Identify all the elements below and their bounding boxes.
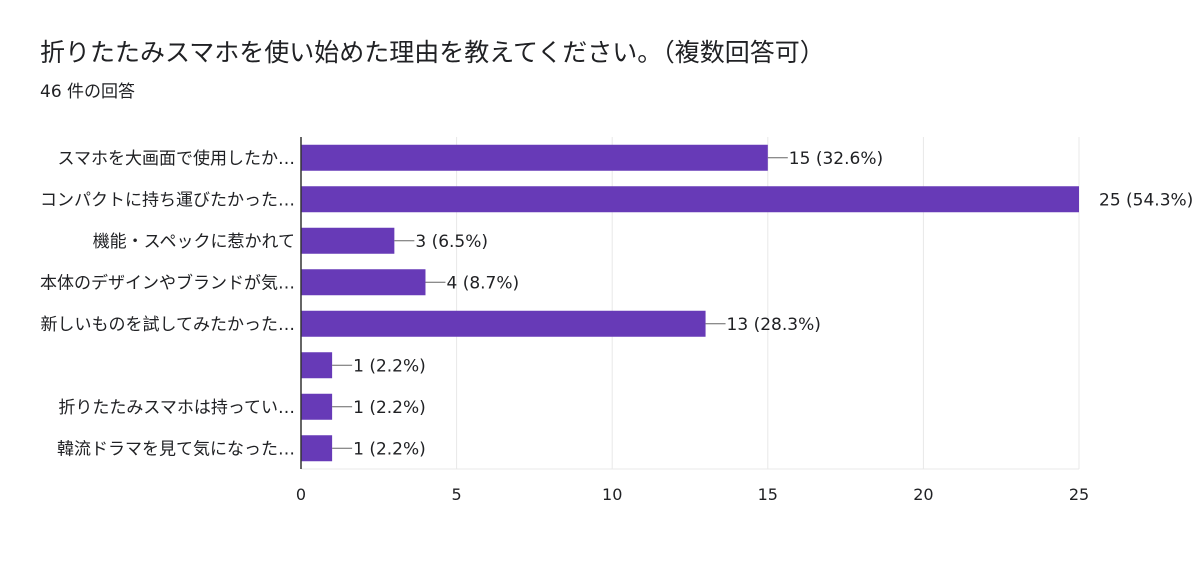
bar	[301, 227, 395, 254]
data-label: 3 (6.5%)	[415, 232, 488, 252]
x-tick-label: 0	[296, 485, 306, 504]
data-label: 25 (54.3%)	[1099, 190, 1193, 210]
data-label: 1 (2.2%)	[353, 356, 426, 376]
category-label: 本体のデザインやブランドが気…	[40, 272, 295, 293]
bar	[301, 352, 333, 379]
bar	[301, 310, 706, 337]
data-label: 13 (28.3%)	[727, 315, 821, 335]
bar	[301, 269, 426, 296]
x-tick-label: 5	[452, 485, 462, 504]
category-label: 折りたたみスマホは持ってい…	[58, 398, 295, 418]
bar	[301, 144, 768, 171]
x-tick-label: 25	[1069, 485, 1089, 504]
category-label: 機能・スペックに惹かれて	[93, 232, 295, 252]
data-label: 1 (2.2%)	[353, 398, 426, 418]
data-label: 15 (32.6%)	[789, 149, 883, 169]
x-tick-label: 10	[602, 485, 622, 504]
data-label: 1 (2.2%)	[353, 439, 426, 459]
axes	[300, 137, 1079, 470]
x-tick-label: 15	[758, 485, 778, 504]
bar	[301, 435, 333, 462]
x-tick-label: 20	[913, 485, 933, 504]
response-count: 46 件の回答	[40, 82, 136, 102]
category-label: コンパクトに持ち運びたかった…	[40, 190, 295, 210]
data-label: 4 (8.7%)	[446, 273, 519, 293]
category-label: スマホを大画面で使用したか…	[58, 148, 296, 169]
chart-title: 折りたたみスマホを使い始めた理由を教えてください。（複数回答可）	[40, 38, 825, 67]
category-label: 韓流ドラマを見て気になった…	[57, 439, 295, 459]
bar	[301, 393, 333, 420]
labels: 0 5 10 15 20 25 スマホを大画面で使用したか… 15 (32.6%) コンパクトに…	[40, 148, 1193, 504]
bars	[301, 144, 1079, 462]
bar	[301, 186, 1079, 213]
category-label: 新しいものを試してみたかった…	[41, 315, 296, 335]
